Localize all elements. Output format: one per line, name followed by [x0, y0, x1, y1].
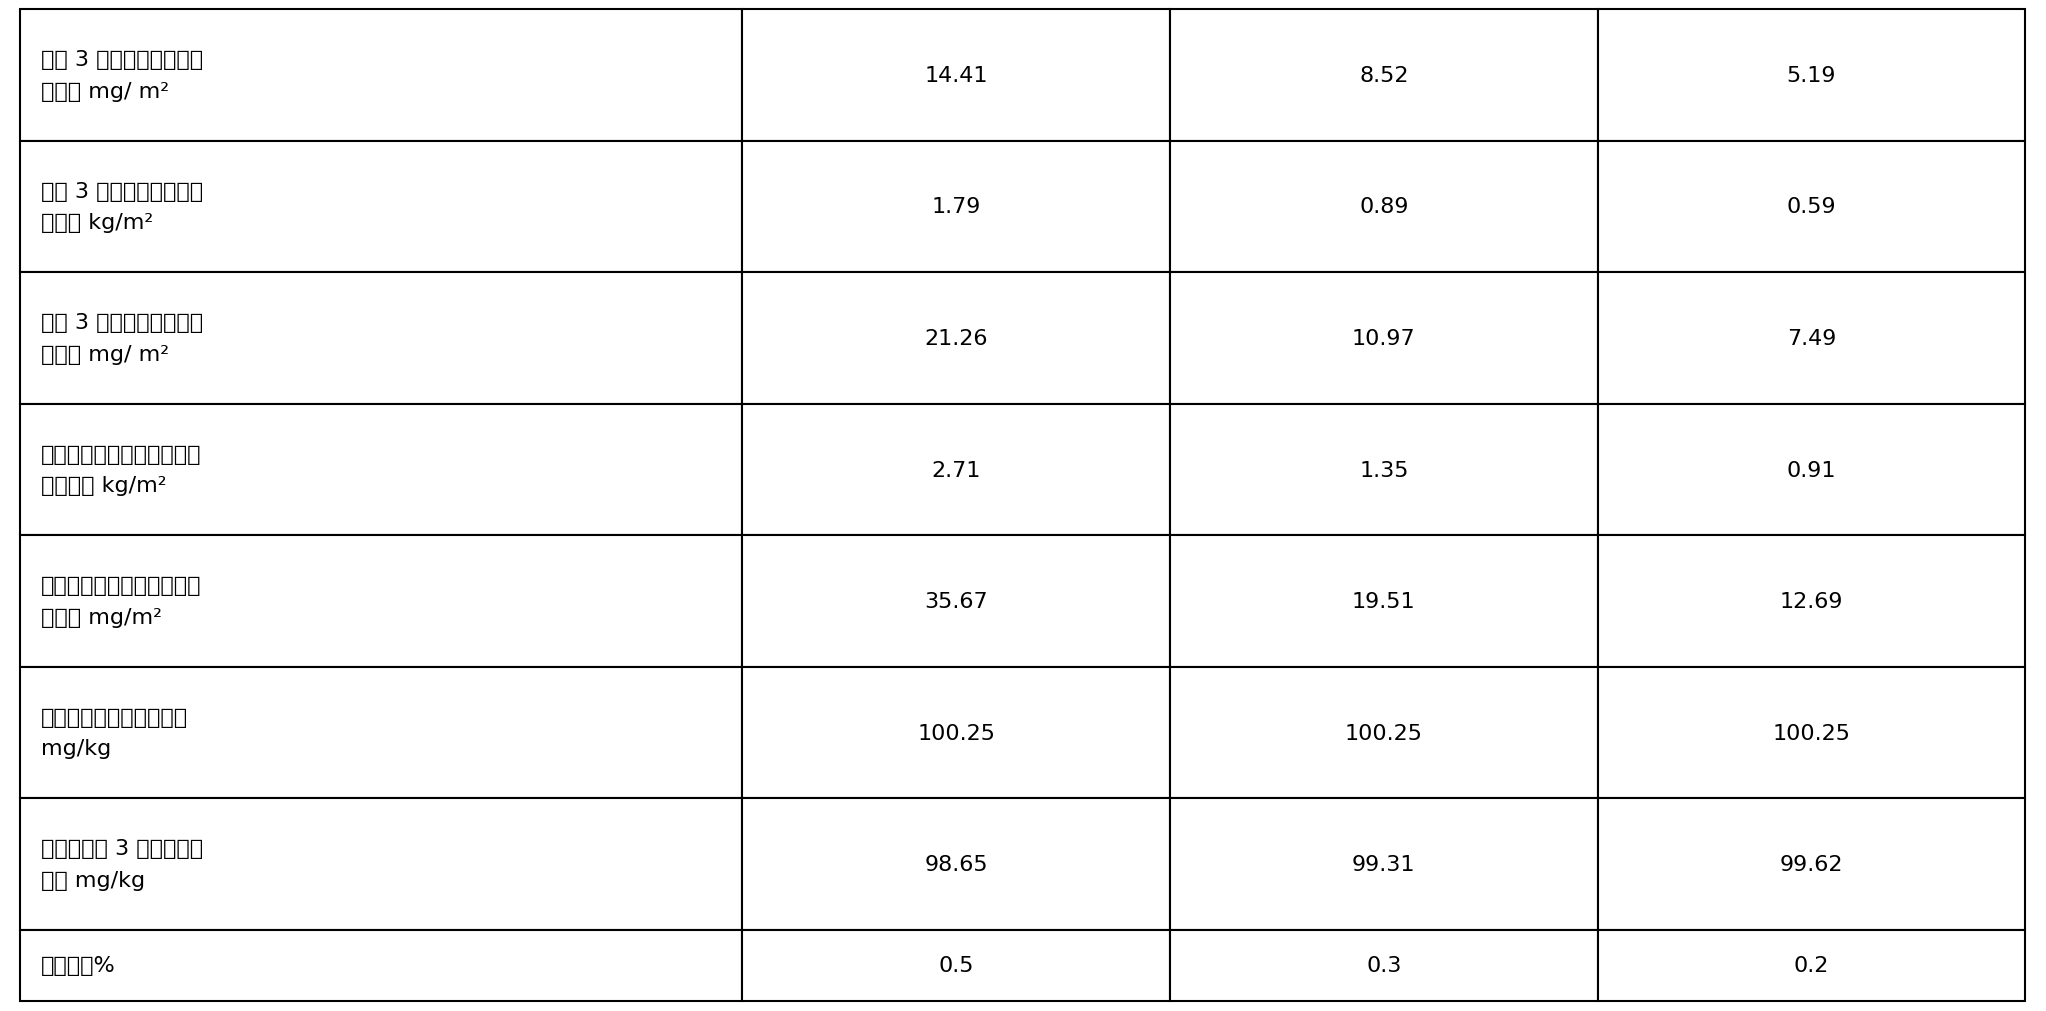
- Bar: [743, 10, 1170, 142]
- Bar: [1170, 273, 1598, 404]
- Bar: [20, 10, 743, 142]
- Text: 14.41: 14.41: [925, 66, 988, 86]
- Text: 0.2: 0.2: [1794, 955, 1829, 976]
- Text: 1.35: 1.35: [1359, 460, 1408, 480]
- Bar: [743, 930, 1170, 1001]
- Text: 99.31: 99.31: [1352, 854, 1416, 875]
- Text: 1.79: 1.79: [931, 197, 980, 217]
- Text: 5.19: 5.19: [1786, 66, 1835, 86]
- Bar: [1170, 799, 1598, 930]
- Text: 镉含量 mg/m²: 镉含量 mg/m²: [41, 608, 162, 627]
- Text: 单位面积地上部分（茎叶）: 单位面积地上部分（茎叶）: [41, 576, 201, 595]
- Text: 99.62: 99.62: [1780, 854, 1843, 875]
- Bar: [1598, 273, 2026, 404]
- Text: 100.25: 100.25: [917, 723, 994, 743]
- Text: 年修复率%: 年修复率%: [41, 955, 117, 976]
- Bar: [743, 142, 1170, 273]
- Bar: [743, 536, 1170, 667]
- Bar: [1598, 667, 2026, 799]
- Bar: [20, 667, 743, 799]
- Text: 8.52: 8.52: [1359, 66, 1408, 86]
- Text: 12.69: 12.69: [1780, 591, 1843, 612]
- Bar: [20, 930, 743, 1001]
- Text: 0.3: 0.3: [1367, 955, 1402, 976]
- Text: 0.91: 0.91: [1786, 460, 1835, 480]
- Text: 21.26: 21.26: [925, 329, 988, 349]
- Bar: [20, 142, 743, 273]
- Bar: [1598, 930, 2026, 1001]
- Text: 0.59: 0.59: [1786, 197, 1837, 217]
- Text: 100.25: 100.25: [1772, 723, 1850, 743]
- Text: 19.51: 19.51: [1352, 591, 1416, 612]
- Text: mg/kg: mg/kg: [41, 739, 110, 758]
- Bar: [20, 404, 743, 536]
- Text: 连续 3 年单位面积上茎干: 连续 3 年单位面积上茎干: [41, 313, 203, 333]
- Bar: [743, 667, 1170, 799]
- Text: 35.67: 35.67: [925, 591, 988, 612]
- Text: 浓度 mg/kg: 浓度 mg/kg: [41, 870, 145, 890]
- Text: 生物量 kg/m²: 生物量 kg/m²: [41, 213, 153, 233]
- Text: 0.89: 0.89: [1359, 197, 1408, 217]
- Text: 连续 3 年单位面积上叶片: 连续 3 年单位面积上叶片: [41, 51, 203, 70]
- Bar: [743, 404, 1170, 536]
- Bar: [1170, 667, 1598, 799]
- Bar: [1598, 404, 2026, 536]
- Bar: [743, 799, 1170, 930]
- Text: 土壤原始（初期）镉浓度: 土壤原始（初期）镉浓度: [41, 708, 188, 727]
- Text: 总收获量 kg/m²: 总收获量 kg/m²: [41, 476, 166, 495]
- Bar: [1598, 536, 2026, 667]
- Bar: [1598, 799, 2026, 930]
- Text: 100.25: 100.25: [1344, 723, 1422, 743]
- Bar: [1170, 536, 1598, 667]
- Text: 连续 3 年单位面积上茎干: 连续 3 年单位面积上茎干: [41, 182, 203, 201]
- Bar: [1598, 142, 2026, 273]
- Text: 10.97: 10.97: [1352, 329, 1416, 349]
- Text: 0.5: 0.5: [939, 955, 974, 976]
- Bar: [1170, 142, 1598, 273]
- Bar: [20, 536, 743, 667]
- Bar: [1598, 10, 2026, 142]
- Text: 镉含量 mg/ m²: 镉含量 mg/ m²: [41, 345, 170, 364]
- Text: 单位面积地上部分（茎叶）: 单位面积地上部分（茎叶）: [41, 445, 201, 464]
- Bar: [1170, 404, 1598, 536]
- Bar: [1170, 930, 1598, 1001]
- Text: 镉含量 mg/ m²: 镉含量 mg/ m²: [41, 82, 170, 101]
- Bar: [743, 273, 1170, 404]
- Text: 98.65: 98.65: [925, 854, 988, 875]
- Text: 2.71: 2.71: [931, 460, 980, 480]
- Bar: [20, 273, 743, 404]
- Text: 7.49: 7.49: [1786, 329, 1835, 349]
- Bar: [20, 799, 743, 930]
- Bar: [1170, 10, 1598, 142]
- Text: 栽培能源柳 3 年后土壤镉: 栽培能源柳 3 年后土壤镉: [41, 839, 203, 858]
